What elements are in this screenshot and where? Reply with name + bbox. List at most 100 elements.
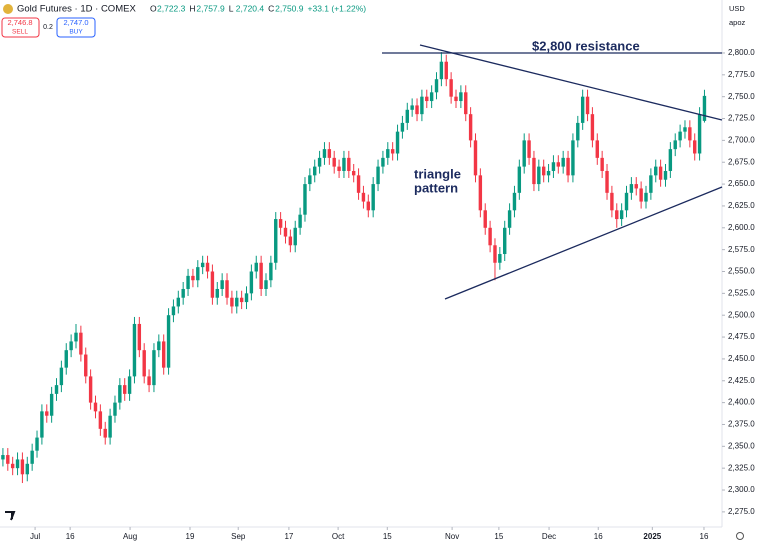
ohlc-label: H [189,3,195,13]
candle-body [342,157,346,171]
y-tick-label: 2,700.0 [728,135,755,144]
candle-body [191,275,195,281]
currency[interactable]: USD [729,4,745,13]
candle-body [225,280,229,298]
candle-body [473,140,478,176]
ohlc-label: L [229,3,234,13]
annotation: pattern [414,180,458,195]
candle-body [64,350,68,368]
candle-body [420,96,424,115]
candle-body [410,105,414,110]
y-tick-label: 2,775.0 [728,70,755,79]
candle-body [337,166,341,171]
candle-body [220,280,224,289]
sell-button[interactable] [1,17,40,38]
candle-body [298,214,302,228]
change: +33.1 (+1.22%) [308,3,367,13]
candle-body [605,170,609,193]
candle-body [196,267,200,281]
candle-body [600,157,604,171]
candle-body [132,323,137,377]
buy-button[interactable] [56,17,96,38]
candle-body [269,262,273,281]
candle-body [166,315,171,368]
candle-body [123,385,127,394]
candle-body [40,411,44,438]
x-tick-label: 16 [700,532,709,541]
x-tick-label: Sep [231,532,246,541]
candle-body [585,96,590,115]
candle-body [361,192,366,202]
lower-trendline [444,186,723,300]
y-tick-label: 2,725.0 [728,114,755,123]
candle-body [400,122,405,132]
candle-body [493,245,497,263]
x-tick-label: 15 [383,532,392,541]
candle-body [478,175,483,211]
candle-body [186,275,190,289]
candle-body [483,210,487,228]
candle-body [127,376,132,394]
settings-icon[interactable] [736,532,744,540]
symbol[interactable]: Gold Futures · 1D · COMEX [17,4,136,15]
y-tick-label: 2,300.0 [728,485,755,494]
y-tick-label: 2,750.0 [728,92,755,101]
candle-body [308,175,312,185]
candle-body [88,376,93,403]
scale-mode[interactable]: apoz [729,18,746,27]
sell-price: 2,746.8 [7,18,32,27]
candle-body [347,157,351,171]
candle-body [98,411,103,429]
candle-body [317,157,322,167]
candle-body [181,288,185,298]
y-tick-label: 2,550.0 [728,267,755,276]
candle-body [702,95,707,121]
candle-body [551,162,556,171]
candle-body [634,184,638,189]
ohlc: O 2,722.3 H 2,757.9 L 2,720.4 C 2,750.9 +33.1 (+… [150,3,366,13]
annotation: $2,800 resistance [532,38,640,53]
candle-body [561,157,565,167]
candle-body [283,227,288,237]
candle-body [259,262,263,289]
ohlc-value: 2,720.4 [236,3,265,13]
ohlc-value: 2,722.3 [157,3,186,13]
candle-body [459,92,463,102]
upper-trendline [419,44,723,121]
candle-body [230,297,234,307]
candle-body [629,184,634,193]
candle-body [332,157,336,167]
candle-body [444,61,448,80]
candle-body [580,96,585,123]
candle-body [390,149,395,154]
candle-body [293,227,297,246]
candle-body [454,96,458,102]
candle-body [639,188,643,202]
x-tick-label: Nov [445,532,459,541]
candle-body [395,131,400,154]
candle-body [649,175,653,193]
candle-body [566,157,570,176]
candle-body [313,166,317,176]
candle-body [210,271,215,298]
symbol-icon [3,4,13,14]
candle-body [678,131,682,141]
candle-body [356,175,361,193]
candle-body [644,192,648,202]
candle-body [235,297,239,307]
candle-body [74,332,78,342]
candle-body [546,170,551,176]
candle-body [386,149,390,158]
candle-body [239,297,244,303]
candles [1,52,707,484]
x-tick-label: Jul [30,532,40,541]
candle-body [137,323,142,351]
candle-body [249,271,254,294]
y-tick-label: 2,575.0 [728,245,755,254]
candle-body [176,297,181,307]
candle-body [381,157,385,167]
candle-body [351,170,356,176]
candle-body [488,227,492,246]
y-tick-label: 2,375.0 [728,420,755,429]
